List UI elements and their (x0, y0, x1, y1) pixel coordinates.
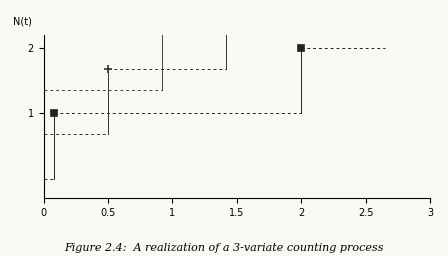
Text: Figure 2.4:  A realization of a 3-variate counting process: Figure 2.4: A realization of a 3-variate… (64, 243, 384, 253)
Text: N(t): N(t) (13, 17, 32, 27)
